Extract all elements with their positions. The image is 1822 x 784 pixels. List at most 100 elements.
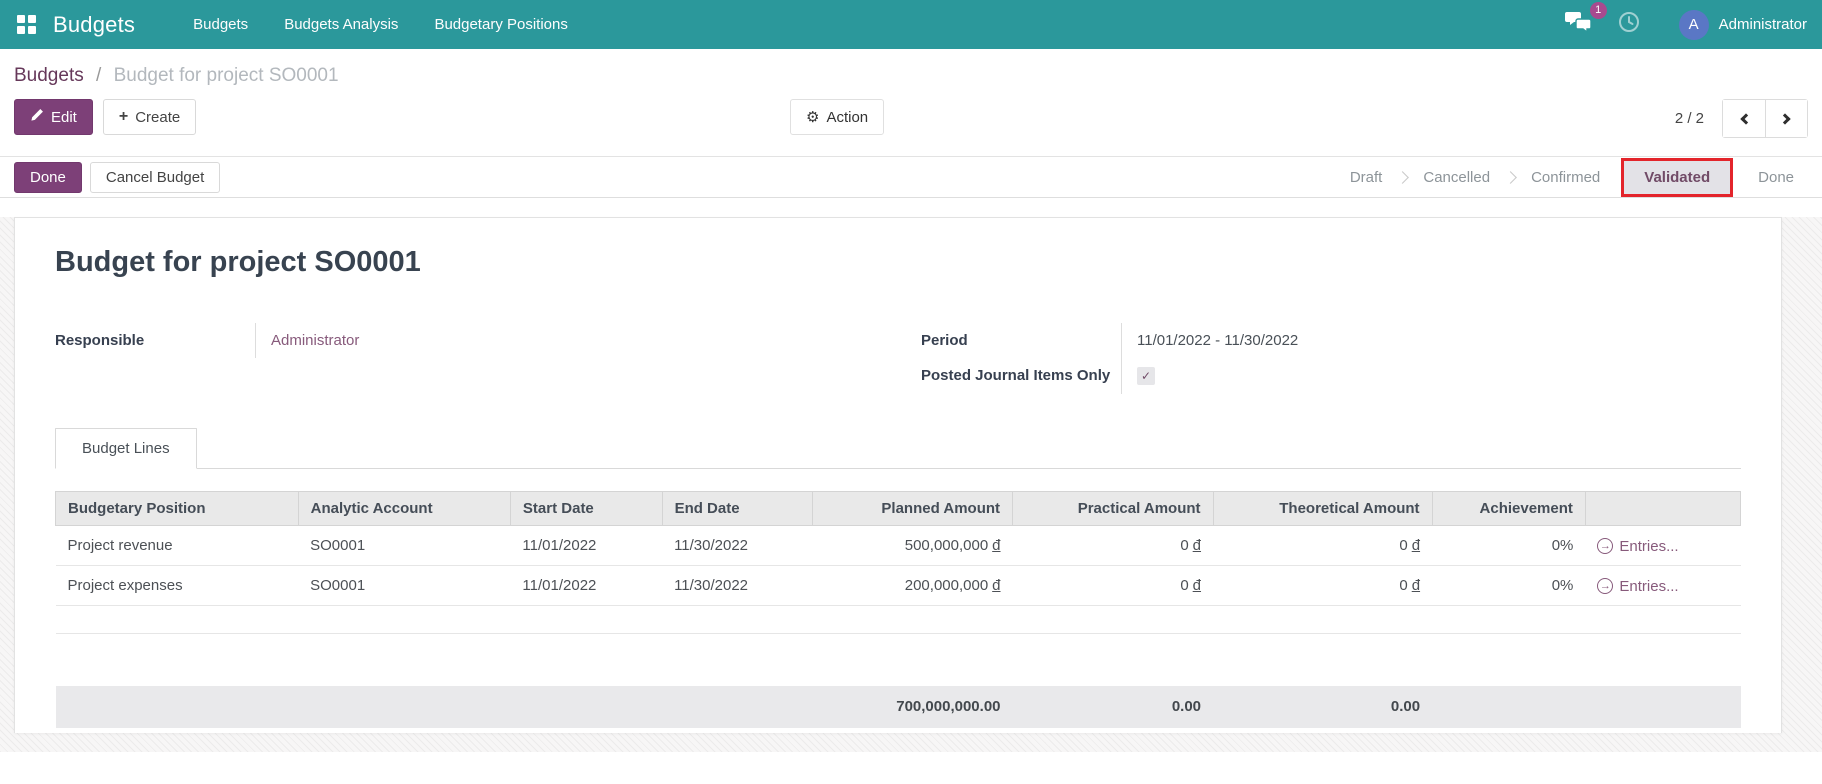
col-practical-amount[interactable]: Practical Amount: [1012, 491, 1214, 526]
statusbar: Done Cancel Budget Draft Cancelled Confi…: [0, 157, 1822, 198]
menu-budgets[interactable]: Budgets: [193, 16, 249, 33]
cell-planned: 200,000,000 đ: [812, 565, 1013, 606]
table-row[interactable]: Project revenue SO0001 11/01/2022 11/30/…: [55, 525, 1741, 566]
currency-symbol: đ: [992, 577, 1001, 594]
menu-budgets-analysis[interactable]: Budgets Analysis: [284, 16, 399, 33]
table-header-row: Budgetary Position Analytic Account Star…: [55, 491, 1742, 526]
cell-entries: → Entries...: [1585, 565, 1741, 606]
form-sheet: Budget for project SO0001 Responsible Ad…: [14, 217, 1782, 733]
top-navbar: Budgets Budgets Budgets Analysis Budgeta…: [0, 0, 1822, 49]
status-step-done[interactable]: Done: [1758, 168, 1794, 186]
status-step-validated-highlighted[interactable]: Validated: [1621, 157, 1734, 197]
currency-symbol: đ: [992, 537, 1001, 554]
activities-button[interactable]: [1605, 10, 1653, 39]
cell-start: 11/01/2022: [510, 565, 663, 606]
done-button[interactable]: Done: [14, 161, 82, 193]
col-theoretical-amount[interactable]: Theoretical Amount: [1213, 491, 1433, 526]
col-start-date[interactable]: Start Date: [510, 491, 663, 526]
cell-entries: → Entries...: [1585, 525, 1741, 566]
pencil-icon: [30, 108, 44, 126]
cell-end: 11/30/2022: [662, 525, 813, 566]
status-steps: Draft Cancelled Confirmed Validated Done: [1336, 157, 1808, 197]
breadcrumb-budgets-link[interactable]: Budgets: [14, 65, 84, 86]
breadcrumb-separator: /: [96, 65, 102, 86]
clock-icon: [1617, 10, 1641, 39]
empty-row: [55, 605, 1741, 634]
table-row[interactable]: Project expenses SO0001 11/01/2022 11/30…: [55, 565, 1741, 606]
cancel-budget-button[interactable]: Cancel Budget: [89, 161, 221, 193]
step-chevron-icon: [1504, 170, 1517, 184]
col-entries: [1585, 491, 1742, 526]
app-brand[interactable]: Budgets: [53, 11, 136, 37]
spacer-row: [56, 634, 1741, 686]
cell-end: 11/30/2022: [662, 565, 813, 606]
entries-link[interactable]: → Entries...: [1597, 578, 1679, 595]
user-name: Administrator: [1718, 16, 1807, 33]
circle-arrow-icon: →: [1597, 578, 1614, 595]
responsible-value[interactable]: Administrator: [271, 332, 360, 349]
status-step-cancelled[interactable]: Cancelled: [1423, 168, 1491, 186]
period-value: 11/01/2022 - 11/30/2022: [1121, 323, 1741, 358]
currency-symbol: đ: [1192, 577, 1202, 594]
create-button[interactable]: + Create: [102, 99, 197, 135]
cell-planned: 500,000,000 đ: [812, 525, 1013, 566]
step-chevron-icon: [1396, 170, 1410, 184]
pager-previous-button[interactable]: [1723, 100, 1765, 137]
entries-link[interactable]: → Entries...: [1597, 538, 1679, 555]
control-panel-buttons: Edit + Create ⚙ Action 2 / 2: [0, 93, 1822, 157]
cell-account: SO0001: [298, 525, 511, 566]
cell-position: Project expenses: [55, 565, 299, 606]
col-achievement[interactable]: Achievement: [1432, 491, 1586, 526]
col-end-date[interactable]: End Date: [662, 491, 813, 526]
status-step-confirmed[interactable]: Confirmed: [1531, 168, 1601, 186]
avatar: A: [1678, 9, 1709, 40]
col-budgetary-position[interactable]: Budgetary Position: [55, 491, 299, 526]
gear-icon: ⚙: [806, 109, 820, 126]
currency-symbol: đ: [1411, 537, 1421, 554]
apps-grid-icon[interactable]: [17, 14, 37, 35]
notebook-tabs: Budget Lines: [55, 428, 1741, 469]
cell-achievement: 0%: [1432, 525, 1586, 566]
content-background: Budget for project SO0001 Responsible Ad…: [0, 217, 1822, 752]
posted-journal-checkbox[interactable]: ✓: [1137, 367, 1155, 385]
chevron-right-icon: [1779, 112, 1791, 125]
menu-budgetary-positions[interactable]: Budgetary Positions: [434, 16, 568, 33]
col-planned-amount[interactable]: Planned Amount: [812, 491, 1014, 526]
page-title: Budget for project SO0001: [55, 246, 421, 278]
pager-value: 2 / 2: [1674, 110, 1704, 127]
action-button[interactable]: ⚙ Action: [790, 99, 885, 135]
pager: 2 / 2: [1675, 99, 1808, 138]
cell-start: 11/01/2022: [510, 525, 663, 566]
period-label: Period: [921, 332, 968, 349]
cell-position: Project revenue: [55, 525, 299, 566]
edit-button[interactable]: Edit: [14, 99, 93, 135]
breadcrumb-current: Budget for project SO0001: [113, 65, 339, 86]
circle-arrow-icon: →: [1597, 538, 1614, 555]
chevron-left-icon: [1739, 112, 1752, 125]
right-field-group: Period 11/01/2022 - 11/30/2022 Posted Jo…: [921, 323, 1741, 394]
responsible-label: Responsible: [55, 332, 145, 349]
status-step-draft[interactable]: Draft: [1349, 168, 1383, 186]
total-planned: 700,000,000.00: [812, 685, 1013, 728]
field-groups: Responsible Administrator Period 11/01/2…: [55, 323, 1741, 394]
breadcrumb: Budgets / Budget for project SO0001: [0, 49, 1822, 93]
col-analytic-account[interactable]: Analytic Account: [298, 491, 511, 526]
currency-symbol: đ: [1192, 537, 1202, 554]
plus-icon: +: [118, 108, 129, 125]
tab-budget-lines[interactable]: Budget Lines: [55, 428, 197, 469]
posted-journal-label: Posted Journal Items Only: [921, 367, 1111, 384]
messages-count-badge: 1: [1589, 1, 1607, 19]
budget-lines-table: Budgetary Position Analytic Account Star…: [55, 491, 1742, 728]
totals-row: 700,000,000.00 0.00 0.00: [55, 685, 1741, 728]
left-field-group: Responsible Administrator: [55, 323, 875, 394]
user-menu[interactable]: A Administrator: [1678, 9, 1807, 40]
total-practical: 0.00: [1012, 685, 1214, 728]
chat-icon: [1564, 11, 1593, 39]
cell-account: SO0001: [298, 565, 511, 606]
pager-next-button[interactable]: [1765, 100, 1807, 137]
messages-button[interactable]: 1: [1553, 1, 1607, 39]
